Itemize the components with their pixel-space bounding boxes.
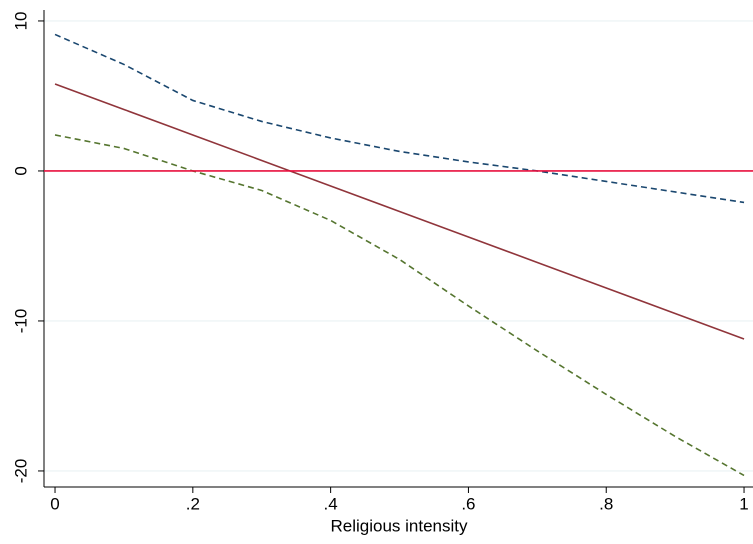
- x-tick-label: 0: [50, 494, 59, 513]
- series-line: [54, 33, 745, 204]
- x-tick-label: .8: [599, 494, 613, 513]
- y-tick-label: -20: [11, 459, 30, 484]
- x-tick-label: .2: [186, 494, 200, 513]
- y-tick-label: 10: [11, 11, 30, 30]
- y-tick-label: 0: [11, 166, 30, 175]
- series-line: [54, 83, 745, 340]
- x-tick-label: .6: [461, 494, 475, 513]
- series-line: [54, 134, 745, 477]
- x-tick-label: 1: [739, 494, 748, 513]
- y-tick-label: -10: [11, 309, 30, 334]
- x-tick-label: .4: [324, 494, 338, 513]
- x-axis-title: Religious intensity: [330, 516, 468, 535]
